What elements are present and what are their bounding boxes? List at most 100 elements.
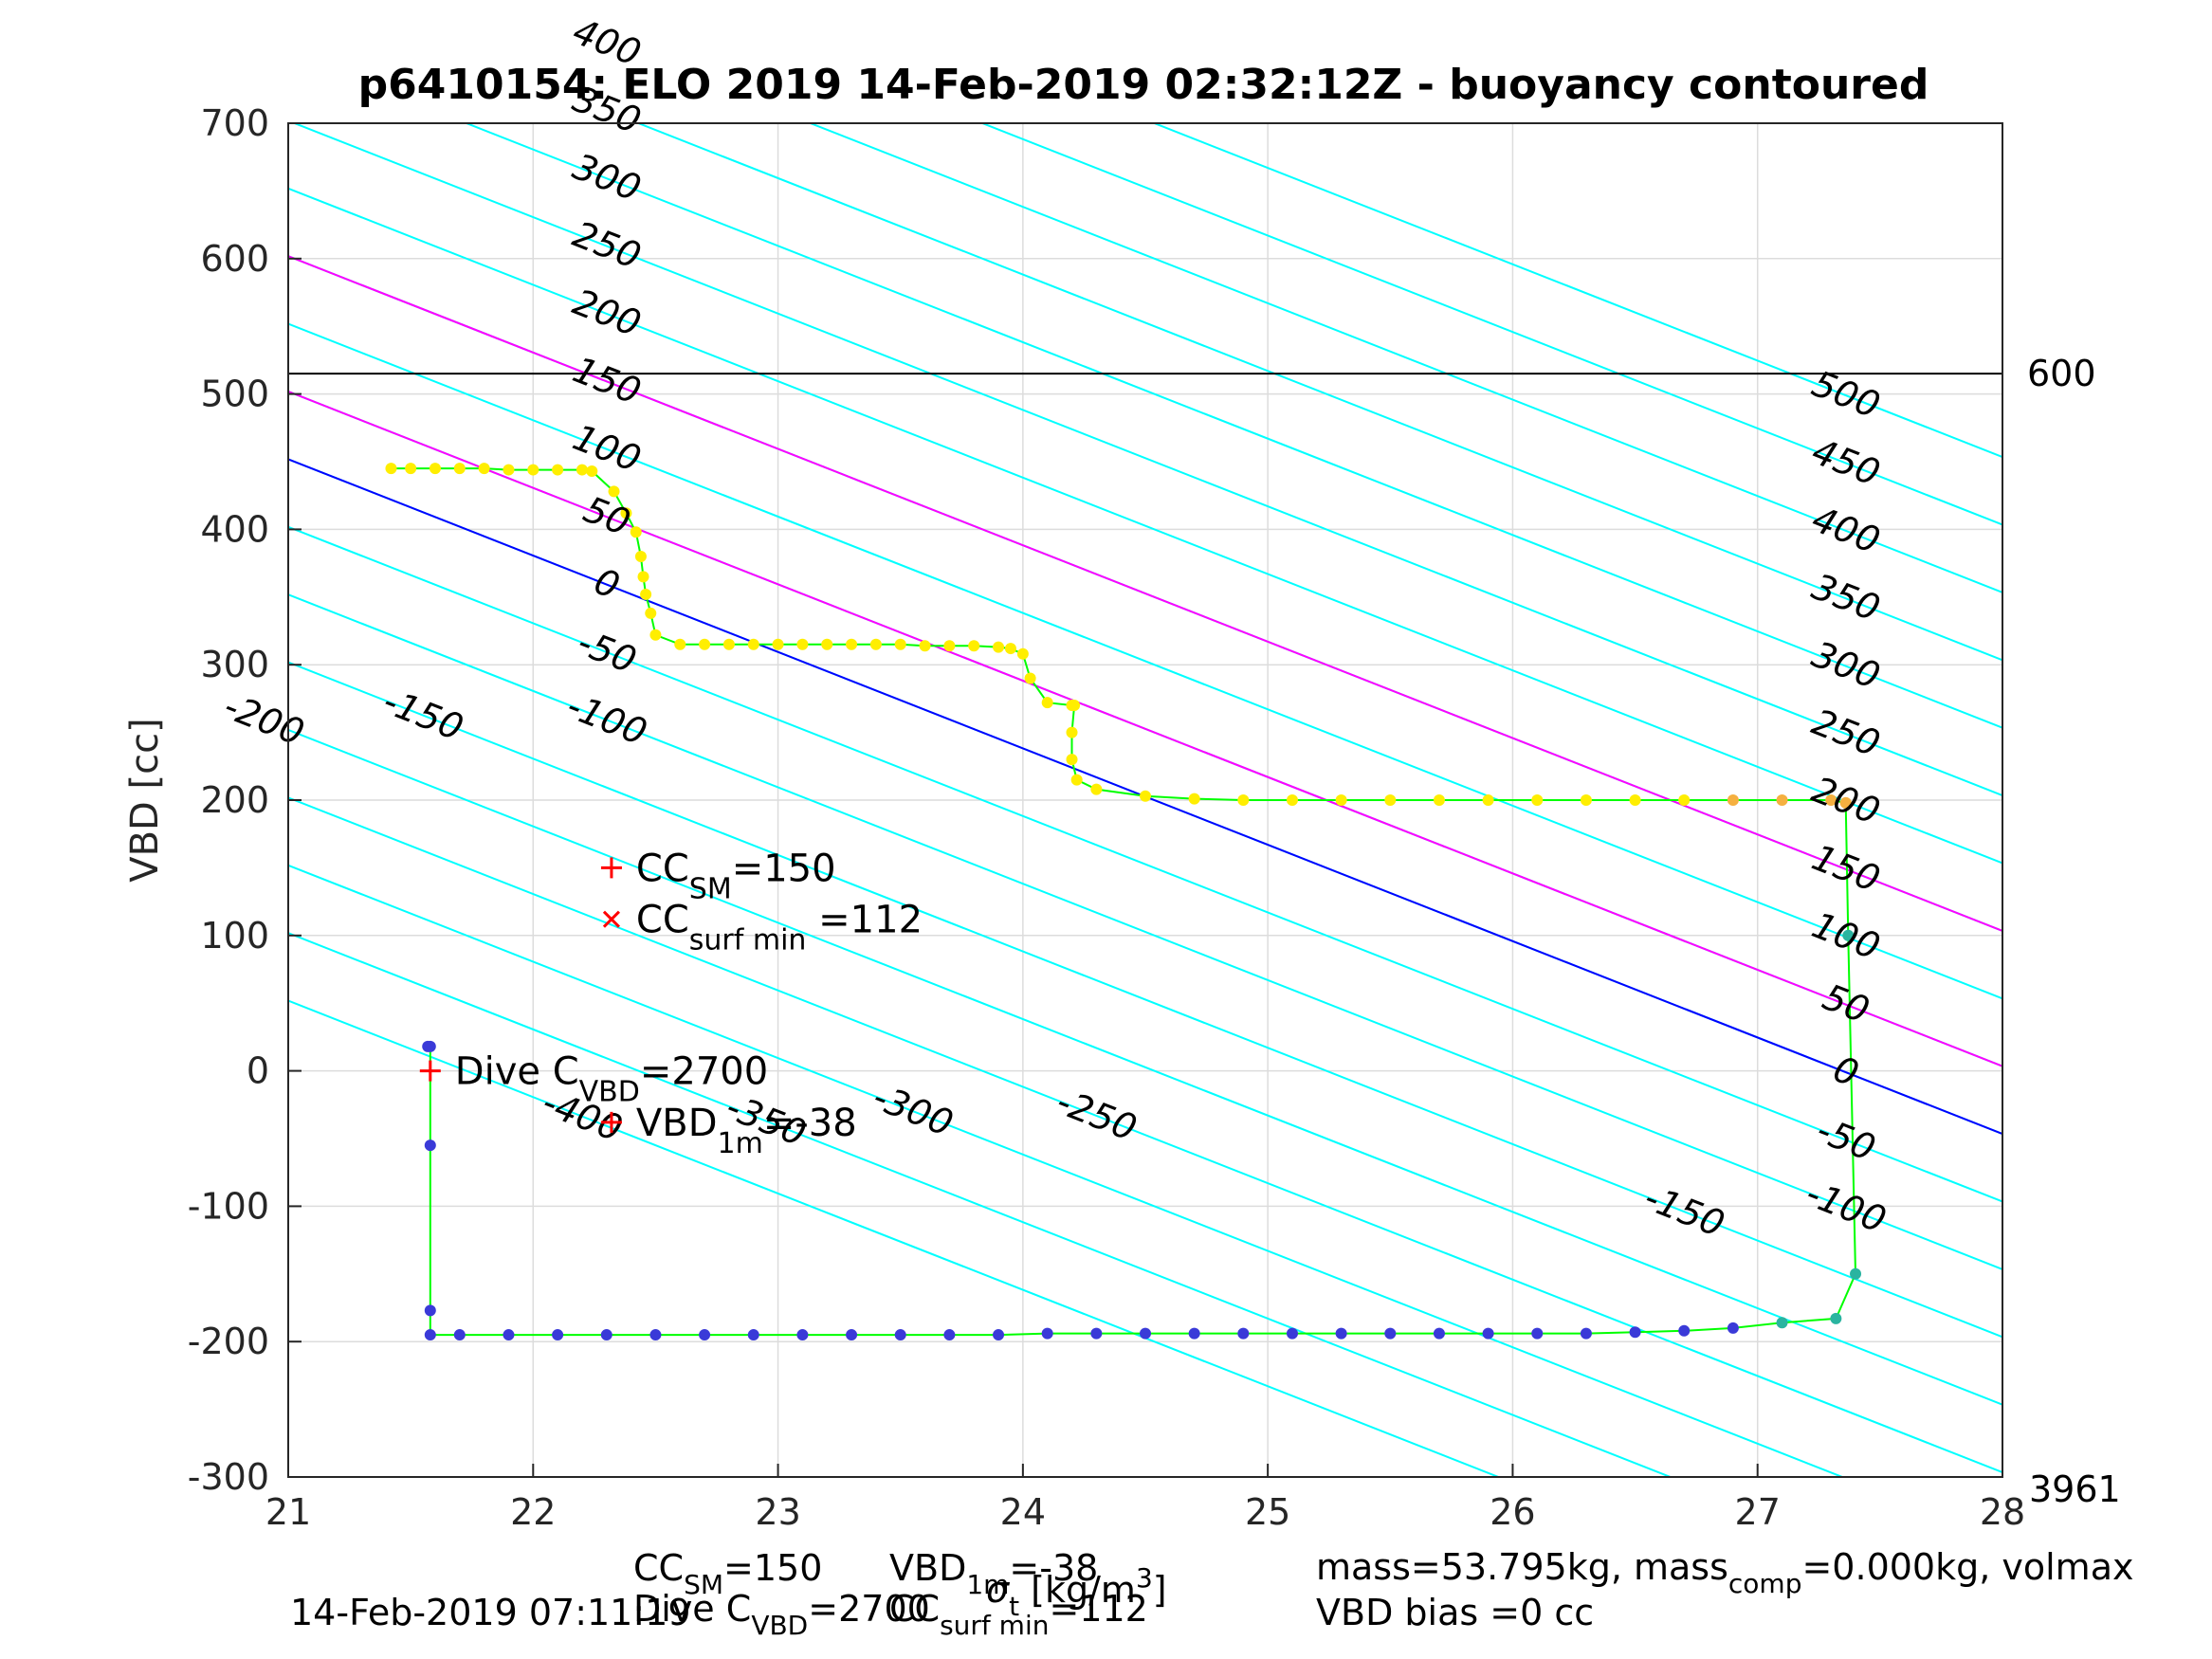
y-tick-label: -100 xyxy=(188,1185,269,1227)
trace-point xyxy=(1580,1327,1592,1340)
trace-point xyxy=(600,1329,612,1341)
contour-line xyxy=(288,593,2002,1270)
trace-point xyxy=(424,1304,436,1317)
footer-dive-c-vbd: Dive CVBD=2700 xyxy=(633,1588,930,1641)
trace-point xyxy=(1041,1327,1053,1340)
contour-line xyxy=(1151,123,2002,459)
trace-point xyxy=(1004,643,1016,655)
trace-point xyxy=(1090,1327,1103,1340)
trace-point xyxy=(846,1329,858,1341)
trace-point xyxy=(747,1329,759,1341)
trace-point xyxy=(699,1329,711,1341)
trace-point xyxy=(1842,929,1855,941)
y-tick-label: 700 xyxy=(200,102,269,144)
trace-point xyxy=(894,1329,906,1341)
trace-point xyxy=(722,638,735,650)
trace-point xyxy=(894,638,906,650)
trace-point xyxy=(1531,794,1544,806)
trace-point xyxy=(968,640,980,652)
annotation-vbd_1m: VBD1m=-38 xyxy=(636,1102,857,1160)
y-axis-ticks: -300 -200 -100 0 100 200 300 400 500 600 700 xyxy=(188,102,302,1498)
trace-point xyxy=(1069,700,1081,712)
contour-line xyxy=(288,525,2002,1203)
y-tick-label: 600 xyxy=(200,238,269,280)
contour-line xyxy=(288,729,2002,1406)
trace-point xyxy=(478,463,490,475)
y-tick-label: 0 xyxy=(247,1050,269,1092)
trace-point xyxy=(405,463,417,475)
trace-point xyxy=(1237,794,1250,806)
trace-point xyxy=(943,1329,956,1341)
x-tick-label: 28 xyxy=(1980,1491,2025,1533)
contour-line xyxy=(464,123,2002,729)
y-tick-label: -200 xyxy=(188,1321,269,1362)
trace-point xyxy=(503,464,515,476)
trace-point xyxy=(429,463,441,475)
trace-point xyxy=(620,507,632,520)
trace-point xyxy=(552,1329,564,1341)
trace-point xyxy=(1090,783,1103,795)
trace-point xyxy=(1580,794,1592,806)
trace-point xyxy=(645,607,657,619)
trace-point xyxy=(747,638,759,650)
corner-label: 3961 xyxy=(2029,1468,2121,1510)
trace-point xyxy=(993,641,1005,653)
y-tick-label: 300 xyxy=(200,644,269,685)
trace-point xyxy=(1286,794,1298,806)
trace-point xyxy=(1016,647,1029,660)
trace-point xyxy=(576,464,588,476)
y-tick-label: 100 xyxy=(200,915,269,957)
trace-point xyxy=(1629,794,1641,806)
y-tick-label: -300 xyxy=(188,1456,269,1498)
contour-line xyxy=(635,123,2002,662)
trace-line xyxy=(391,467,1857,1337)
x-tick-label: 23 xyxy=(755,1491,800,1533)
trace-point xyxy=(586,465,598,477)
trace-point xyxy=(1629,1326,1641,1339)
annotation-cc_sm: CCSM=150 xyxy=(636,847,836,905)
footer-vbd-bias: VBD bias =0 cc xyxy=(1316,1592,1594,1633)
trace-point xyxy=(630,526,642,538)
buoyancy-ref-line xyxy=(288,391,2002,1067)
trace-point xyxy=(422,1040,434,1052)
x-tick-label: 25 xyxy=(1245,1491,1290,1533)
contour-line xyxy=(288,661,2002,1339)
contour-label: 450 xyxy=(567,0,647,7)
y-axis-label: VBD [cc] xyxy=(123,718,167,883)
trace-point xyxy=(637,571,649,583)
contour-line xyxy=(979,123,2002,526)
trace-point xyxy=(552,464,564,476)
y-tick-label: 200 xyxy=(200,779,269,821)
trace-point xyxy=(634,550,647,562)
trace-point xyxy=(1066,754,1078,766)
y-tick-label: 400 xyxy=(200,508,269,550)
x-tick-label: 26 xyxy=(1490,1491,1535,1533)
trace-point xyxy=(1830,1312,1842,1324)
trace-point xyxy=(993,1329,1005,1341)
trace-point xyxy=(527,464,539,476)
footer-cc-surf-min: CCsurf min=112 xyxy=(889,1588,1148,1641)
trace-point xyxy=(796,638,809,650)
trace-point xyxy=(943,640,956,652)
trace-point xyxy=(1140,790,1151,802)
footer-timestamp: 14-Feb-2019 07:11:19 xyxy=(290,1592,691,1633)
trace-point xyxy=(1237,1327,1250,1340)
trace-point xyxy=(674,638,686,650)
x-axis-label: σt [kg/m3] xyxy=(986,1562,1167,1622)
trace-point xyxy=(385,463,397,475)
trace-point xyxy=(1839,796,1852,809)
trace-point xyxy=(649,629,662,641)
annotation-dive_c_vbd: Dive CVBD=2700 xyxy=(455,1050,768,1109)
trace-point xyxy=(1140,1327,1151,1340)
trace-point xyxy=(869,638,882,650)
footer-vbd-1m: VBD1m=-38 xyxy=(889,1547,1098,1600)
trace-point xyxy=(640,588,652,600)
x-tick-label: 22 xyxy=(510,1491,556,1533)
trace-point xyxy=(772,638,784,650)
trace-point xyxy=(453,463,466,475)
trace-point xyxy=(424,1329,436,1341)
x-tick-label: 24 xyxy=(1000,1491,1046,1533)
trace-point xyxy=(1066,726,1078,738)
trace-point xyxy=(1070,774,1083,786)
